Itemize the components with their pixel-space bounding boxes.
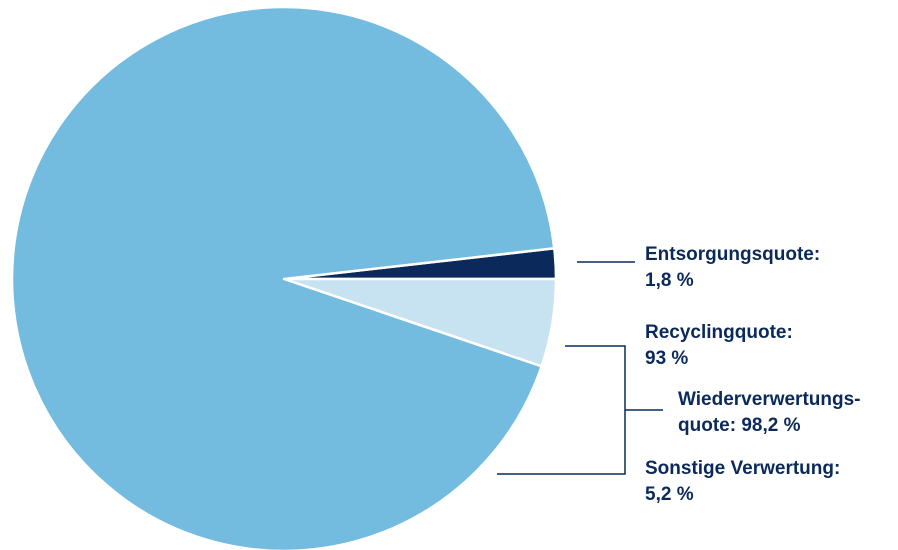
- recyclingquote-value: 93 %: [645, 348, 689, 369]
- pie-slices: [10, 5, 558, 550]
- recyclingquote-title: Recyclingquote:: [645, 322, 793, 343]
- entsorgungsquote-title: Entsorgungsquote:: [645, 244, 821, 265]
- leader-lines: [497, 261, 663, 475]
- label-entsorgungsquote: Entsorgungsquote: 1,8 %: [645, 242, 820, 294]
- pie-slice-recyclingquote: [10, 5, 556, 550]
- entsorgungsquote-value: 1,8 %: [645, 270, 694, 291]
- sonstige-verwertung-value: 5,2 %: [645, 484, 694, 505]
- bracket-wiederverwertung: [598, 345, 626, 475]
- wiederverwertungsquote-line2: quote: 98,2 %: [678, 415, 801, 436]
- wiederverwertungsquote-line1: Wiederverwertungs-: [678, 389, 861, 410]
- label-recyclingquote: Recyclingquote: 93 %: [645, 320, 793, 372]
- label-sonstige-verwertung: Sonstige Verwertung: 5,2 %: [645, 456, 840, 508]
- sonstige-verwertung-title: Sonstige Verwertung:: [645, 458, 841, 479]
- label-wiederverwertungsquote: Wiederverwertungs- quote: 98,2 %: [678, 387, 861, 439]
